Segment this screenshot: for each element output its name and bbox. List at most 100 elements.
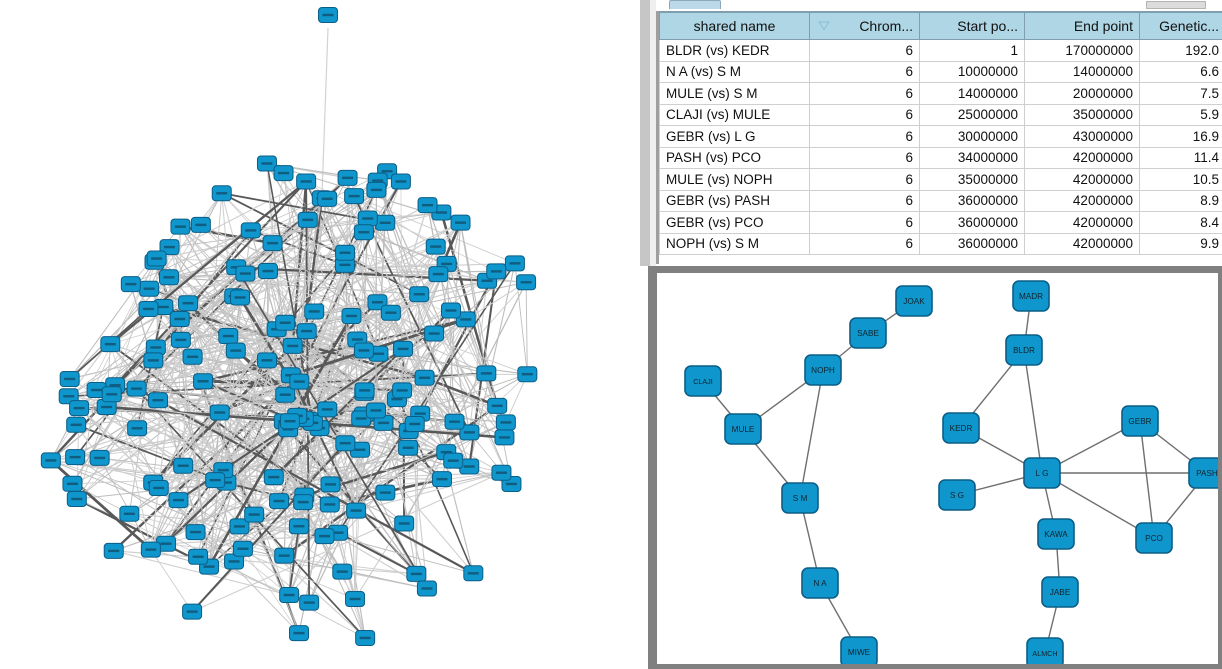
main-network-node[interactable] — [365, 402, 386, 419]
table-row[interactable]: CLAJI (vs) MULE 6 25000000 35000000 5.9 — [659, 103, 1222, 126]
main-network-node[interactable] — [185, 524, 206, 541]
main-network-edge[interactable] — [367, 218, 447, 453]
main-network-node[interactable] — [299, 594, 320, 611]
cell-chromosome[interactable]: 6 — [809, 232, 920, 255]
main-network-node[interactable] — [188, 548, 209, 565]
main-network-edge[interactable] — [178, 226, 181, 501]
main-network-node[interactable] — [263, 469, 284, 486]
cell-chromosome[interactable]: 6 — [809, 146, 920, 169]
main-network-edge[interactable] — [110, 343, 240, 527]
main-network-node[interactable] — [209, 404, 230, 421]
main-network-node[interactable] — [148, 392, 169, 409]
main-network-edge[interactable] — [153, 281, 527, 361]
main-network-edge[interactable] — [69, 258, 158, 380]
main-network-node[interactable] — [103, 542, 124, 559]
node-shape[interactable] — [804, 354, 842, 386]
sub-network-node[interactable]: MADR — [1012, 280, 1050, 312]
edge-attribute-table[interactable]: shared name Chrom... Start po... End poi… — [659, 11, 1222, 255]
main-network-node[interactable] — [355, 629, 376, 646]
main-network-node[interactable] — [318, 7, 338, 23]
main-network-node[interactable] — [416, 580, 437, 597]
cell-shared_name[interactable]: GEBR (vs) PASH — [659, 189, 810, 212]
main-network-edge[interactable] — [235, 266, 428, 589]
main-network-node[interactable] — [487, 397, 508, 414]
main-network-node[interactable] — [337, 169, 358, 186]
main-network-edge[interactable] — [112, 301, 379, 552]
main-network-edge[interactable] — [192, 330, 307, 358]
main-network-edge[interactable] — [446, 263, 456, 422]
main-network-node[interactable] — [353, 224, 374, 241]
main-network-edge[interactable] — [292, 345, 498, 407]
main-network-edge[interactable] — [78, 198, 328, 409]
node-shape[interactable] — [1135, 522, 1173, 554]
main-network-edge[interactable] — [191, 472, 502, 613]
main-network-node[interactable] — [317, 190, 338, 207]
main-network-node[interactable] — [229, 518, 250, 535]
main-network-node[interactable] — [289, 625, 310, 642]
node-shape[interactable] — [781, 482, 819, 514]
main-network-node[interactable] — [146, 250, 167, 267]
main-network-node[interactable] — [334, 256, 355, 273]
main-network-edge[interactable] — [208, 198, 323, 567]
main-network-node[interactable] — [393, 340, 414, 357]
main-network-edge[interactable] — [245, 270, 497, 275]
main-network-node[interactable] — [406, 565, 427, 582]
main-network-node[interactable] — [273, 165, 294, 182]
main-network-edge[interactable] — [153, 359, 291, 422]
cell-start_point[interactable]: 14000000 — [919, 82, 1025, 105]
main-network-node[interactable] — [58, 388, 79, 405]
main-network-node[interactable] — [140, 541, 161, 558]
main-network-node[interactable] — [332, 563, 353, 580]
main-network-edge[interactable] — [242, 451, 447, 550]
main-network-edge[interactable] — [76, 498, 210, 568]
main-network-node[interactable] — [293, 494, 314, 511]
main-network-node[interactable] — [417, 197, 438, 214]
main-network-node[interactable] — [317, 401, 338, 418]
cell-chromosome[interactable]: 6 — [809, 189, 920, 212]
cell-start_point[interactable]: 25000000 — [919, 103, 1025, 126]
main-network-node[interactable] — [218, 328, 239, 345]
main-network-edge[interactable] — [283, 429, 289, 556]
main-network-edge[interactable] — [150, 549, 193, 612]
main-network-node[interactable] — [256, 155, 277, 172]
main-network-edge[interactable] — [525, 282, 528, 375]
main-network-node[interactable] — [143, 352, 164, 369]
sub-network-node[interactable]: GEBR — [1121, 405, 1159, 437]
main-network-edge[interactable] — [109, 343, 331, 506]
cell-end_point[interactable]: 43000000 — [1024, 125, 1140, 148]
main-network-node[interactable] — [432, 471, 453, 488]
main-network-node[interactable] — [158, 269, 179, 286]
sub-network-node[interactable]: S G — [938, 479, 976, 511]
main-network-node[interactable] — [279, 587, 300, 604]
main-network-edge[interactable] — [267, 270, 487, 374]
main-network-edge[interactable] — [195, 531, 356, 600]
table-row[interactable]: GEBR (vs) PASH 6 36000000 42000000 8.9 — [659, 189, 1222, 212]
main-network-node[interactable] — [66, 491, 87, 508]
node-shape[interactable] — [1121, 405, 1159, 437]
column-header-shared-name[interactable]: shared name — [659, 11, 810, 40]
cell-genetic[interactable]: 10.5 — [1139, 168, 1222, 191]
sub-network-node[interactable]: N A — [801, 567, 839, 599]
main-network-edge[interactable] — [129, 513, 285, 557]
sub-network-node[interactable]: MIWE — [840, 636, 878, 664]
main-network-edge[interactable] — [239, 297, 474, 574]
node-shape[interactable] — [938, 479, 976, 511]
main-network-edge[interactable] — [168, 277, 331, 505]
sub-network-node[interactable]: S M — [781, 482, 819, 514]
main-network-node[interactable] — [440, 302, 461, 319]
main-network-edge[interactable] — [109, 180, 307, 346]
main-network-edge[interactable] — [195, 193, 223, 533]
main-network-edge[interactable] — [285, 322, 505, 438]
main-network-node[interactable] — [269, 493, 290, 510]
cell-chromosome[interactable]: 6 — [809, 168, 920, 191]
main-network-node[interactable] — [279, 413, 300, 430]
main-network-edge[interactable] — [78, 222, 461, 409]
sub-network-node[interactable]: PASH — [1188, 457, 1218, 489]
main-network-node[interactable] — [516, 274, 537, 291]
main-network-node[interactable] — [138, 300, 159, 317]
cell-shared_name[interactable]: GEBR (vs) PCO — [659, 211, 810, 234]
main-network-edge[interactable] — [337, 531, 417, 575]
cell-end_point[interactable]: 42000000 — [1024, 168, 1140, 191]
main-network-edge[interactable] — [136, 387, 474, 575]
main-network-node[interactable] — [145, 339, 166, 356]
